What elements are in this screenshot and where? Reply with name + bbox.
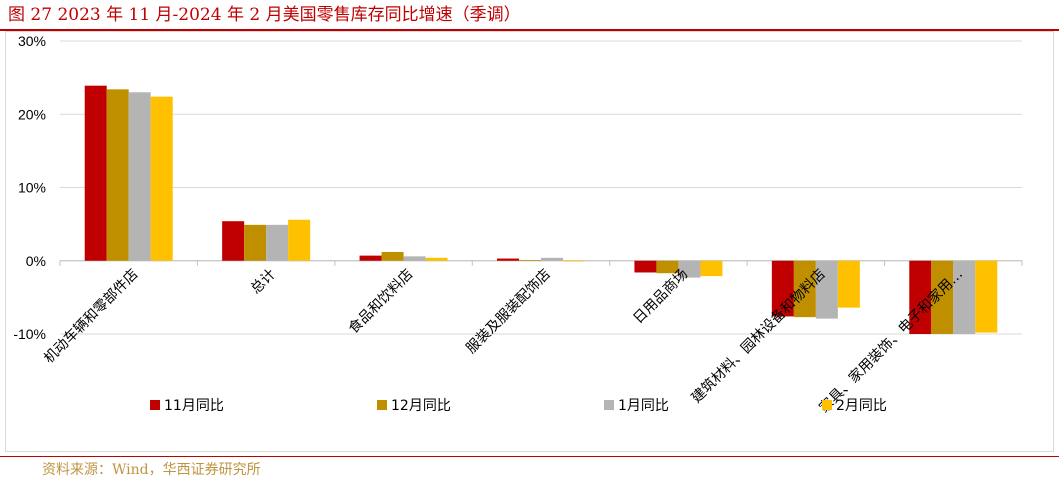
source-note: 资料来源：Wind，华西证券研究所 bbox=[42, 462, 261, 478]
y-tick-label: 0% bbox=[26, 253, 46, 269]
chart-frame bbox=[5, 31, 1054, 452]
bar bbox=[381, 251, 404, 261]
bar bbox=[975, 260, 998, 333]
bar bbox=[497, 258, 519, 261]
bar bbox=[931, 260, 954, 334]
x-category-label: 总计 bbox=[248, 266, 279, 297]
bar bbox=[128, 92, 151, 261]
bar bbox=[634, 260, 657, 273]
bar bbox=[700, 260, 723, 277]
bar bbox=[953, 260, 976, 334]
x-category-label: 机动车辆和零部件店 bbox=[40, 266, 141, 367]
y-tick-label: 10% bbox=[18, 180, 46, 196]
bar bbox=[771, 260, 794, 317]
bar bbox=[541, 257, 563, 261]
bar bbox=[244, 224, 267, 261]
legend-label: 2月同比 bbox=[836, 398, 887, 414]
figure-title: 图 27 2023 年 11 月-2024 年 2 月美国零售库存同比增速（季调… bbox=[8, 5, 521, 25]
bar bbox=[288, 219, 311, 261]
bar bbox=[266, 224, 289, 261]
legend-label: 1月同比 bbox=[618, 398, 669, 414]
bar bbox=[84, 85, 107, 261]
bar bbox=[106, 89, 129, 261]
bar bbox=[359, 255, 382, 261]
legend-swatch bbox=[604, 400, 614, 410]
bar bbox=[678, 260, 701, 278]
bar bbox=[909, 260, 932, 334]
bar bbox=[150, 96, 173, 261]
bar bbox=[222, 221, 245, 261]
bar bbox=[425, 257, 448, 261]
legend-swatch bbox=[150, 400, 160, 410]
bar bbox=[403, 256, 426, 261]
legend-label: 12月同比 bbox=[391, 398, 451, 414]
bar bbox=[519, 260, 541, 261]
bar bbox=[815, 260, 838, 319]
x-category-label: 建筑材料、园林设备和物料店 bbox=[688, 266, 829, 407]
x-category-label: 食品和饮料店 bbox=[345, 266, 416, 337]
x-category-label: 日用品商场 bbox=[630, 266, 691, 327]
title-divider bbox=[0, 29, 1059, 31]
source-divider bbox=[0, 456, 1059, 457]
y-tick-label: 20% bbox=[18, 106, 46, 122]
x-category-label: 服装及服装配饰店 bbox=[463, 266, 554, 357]
bar bbox=[563, 260, 585, 262]
legend-label: 11月同比 bbox=[164, 398, 224, 414]
y-tick-label: -10% bbox=[13, 326, 46, 342]
bar bbox=[793, 260, 816, 318]
bar bbox=[656, 260, 679, 274]
y-tick-label: 30% bbox=[18, 33, 46, 49]
legend-swatch bbox=[377, 400, 387, 410]
legend-swatch bbox=[822, 400, 832, 410]
bar bbox=[837, 260, 860, 308]
